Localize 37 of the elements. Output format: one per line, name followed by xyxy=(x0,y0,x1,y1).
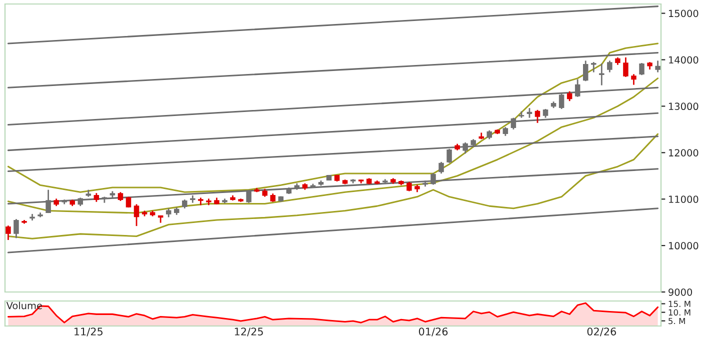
x-tick-label: 02/26 xyxy=(587,328,616,336)
line-series xyxy=(7,42,659,193)
y-tick-label: 14000 xyxy=(669,56,698,64)
x-tick-label: 11/25 xyxy=(74,328,103,336)
candlestick xyxy=(623,56,628,78)
y-tick-label: 13000 xyxy=(669,102,698,110)
candlestick xyxy=(462,142,468,154)
y-tick-label: 5. M xyxy=(668,318,685,324)
candlestick xyxy=(591,61,596,73)
candlestick xyxy=(446,148,452,164)
line-series xyxy=(7,133,659,240)
candlestick xyxy=(534,109,540,124)
candlestick xyxy=(607,60,612,73)
candlestick xyxy=(631,73,636,86)
chart-title: Volume xyxy=(6,302,42,310)
y-tick-label: 15. M xyxy=(668,300,690,308)
y-tick-label: 9000 xyxy=(668,288,692,296)
candlestick xyxy=(134,204,140,227)
y-tick-label: 11000 xyxy=(669,196,698,203)
y-tick-label: 10000 xyxy=(669,242,698,250)
candlestick xyxy=(566,90,572,102)
y-tick-label: 10. M xyxy=(668,309,690,316)
candlestick xyxy=(510,117,516,130)
candlestick xyxy=(558,92,564,110)
x-tick-label: 01/26 xyxy=(418,328,448,336)
candlestick xyxy=(6,224,11,241)
candlestick xyxy=(430,172,436,186)
y-tick-label: 15000 xyxy=(669,10,698,18)
candlestick xyxy=(582,60,588,82)
candlestick xyxy=(438,161,444,174)
candlestick xyxy=(14,218,19,239)
y-tick-label: 12000 xyxy=(669,149,698,156)
x-tick-label: 12/25 xyxy=(234,328,263,336)
candlestick xyxy=(639,62,644,76)
candlestick xyxy=(126,196,132,208)
candlestick xyxy=(599,62,604,86)
candlestick xyxy=(406,181,412,192)
